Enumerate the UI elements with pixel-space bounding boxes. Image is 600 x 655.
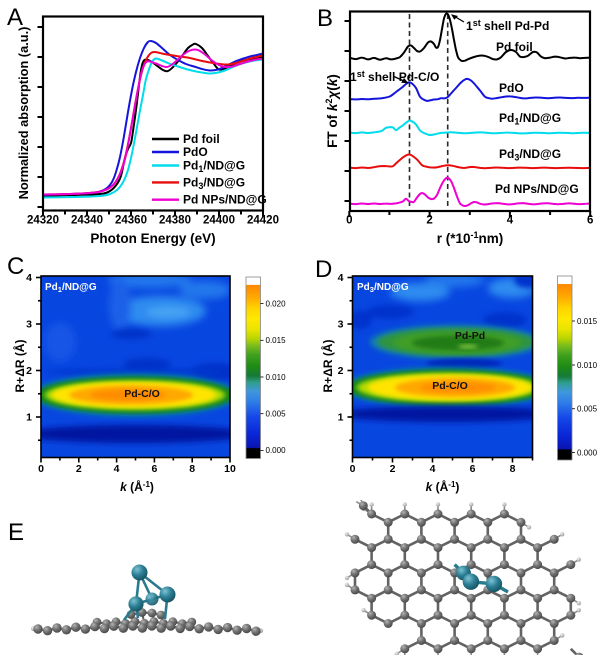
svg-text:Normalized absorption (a.u.): Normalized absorption (a.u.): [16, 27, 31, 200]
svg-text:0.000: 0.000: [577, 448, 598, 457]
svg-text:k (Å-1): k (Å-1): [426, 479, 460, 494]
svg-text:4: 4: [507, 215, 514, 227]
svg-text:0.000: 0.000: [266, 446, 287, 455]
svg-text:Pd-C/O: Pd-C/O: [432, 380, 468, 392]
svg-text:6: 6: [151, 463, 157, 475]
svg-text:Photon Energy (eV): Photon Energy (eV): [90, 231, 215, 246]
svg-text:FT of k2χ(k): FT of k2χ(k): [324, 74, 340, 148]
svg-text:4: 4: [430, 463, 436, 475]
svg-text:Pd1/ND@G: Pd1/ND@G: [183, 159, 245, 175]
svg-text:Pd3/ND@G: Pd3/ND@G: [183, 175, 245, 191]
svg-text:Pd1/ND@G: Pd1/ND@G: [45, 282, 97, 294]
svg-text:0.010: 0.010: [266, 373, 287, 382]
svg-text:1: 1: [26, 412, 32, 424]
svg-text:R+ΔR (Å): R+ΔR (Å): [12, 340, 27, 393]
svg-text:0.010: 0.010: [577, 361, 598, 370]
svg-text:24340: 24340: [71, 215, 103, 227]
svg-text:10: 10: [224, 463, 236, 475]
svg-text:Pd foil: Pd foil: [183, 132, 220, 146]
svg-text:24400: 24400: [203, 215, 235, 227]
svg-text:3: 3: [26, 319, 32, 331]
svg-text:2: 2: [338, 365, 344, 377]
svg-text:2: 2: [390, 463, 396, 475]
svg-text:8: 8: [510, 463, 516, 475]
svg-text:0: 0: [346, 215, 352, 227]
svg-text:PdO: PdO: [499, 81, 524, 95]
svg-text:0: 0: [38, 463, 44, 475]
svg-text:4: 4: [114, 463, 120, 475]
svg-text:Pd foil: Pd foil: [496, 40, 533, 54]
svg-text:6: 6: [470, 463, 476, 475]
svg-text:C: C: [7, 253, 24, 280]
svg-text:D: D: [315, 256, 332, 283]
svg-text:0.005: 0.005: [577, 405, 598, 414]
svg-text:4: 4: [26, 272, 32, 284]
svg-text:Pd NPs/ND@G: Pd NPs/ND@G: [183, 193, 267, 207]
svg-text:B: B: [317, 5, 333, 32]
svg-text:0: 0: [350, 463, 356, 475]
svg-text:6: 6: [587, 215, 593, 227]
svg-text:1st shell Pd-Pd: 1st shell Pd-Pd: [466, 18, 549, 33]
svg-text:0.015: 0.015: [266, 336, 287, 345]
svg-text:PdO: PdO: [183, 145, 208, 159]
svg-text:Pd3/ND@G: Pd3/ND@G: [499, 147, 561, 163]
svg-text:E: E: [8, 519, 24, 546]
svg-text:0.020: 0.020: [266, 299, 287, 308]
svg-text:Pd-Pd: Pd-Pd: [455, 330, 485, 342]
svg-text:Pd1/ND@G: Pd1/ND@G: [499, 111, 561, 127]
svg-text:A: A: [7, 4, 23, 31]
svg-text:Pd-C/O: Pd-C/O: [124, 388, 160, 400]
svg-text:2: 2: [26, 365, 32, 377]
svg-text:0.015: 0.015: [577, 317, 598, 326]
svg-text:2: 2: [426, 215, 432, 227]
svg-text:2: 2: [76, 463, 82, 475]
svg-text:Pd NPs/ND@G: Pd NPs/ND@G: [495, 182, 579, 196]
svg-text:r (*10-1nm): r (*10-1nm): [437, 230, 504, 246]
svg-text:R+ΔR (Å): R+ΔR (Å): [320, 340, 335, 393]
svg-text:1: 1: [338, 412, 344, 424]
svg-text:3: 3: [338, 319, 344, 331]
svg-text:24380: 24380: [159, 215, 191, 227]
svg-text:4: 4: [338, 272, 344, 284]
svg-text:k (Å-1): k (Å-1): [120, 479, 154, 494]
svg-text:0.005: 0.005: [266, 410, 287, 419]
svg-text:Pd3/ND@G: Pd3/ND@G: [357, 282, 409, 294]
svg-text:8: 8: [189, 463, 195, 475]
svg-text:24320: 24320: [27, 215, 59, 227]
svg-text:24420: 24420: [247, 215, 279, 227]
svg-text:24360: 24360: [115, 215, 147, 227]
